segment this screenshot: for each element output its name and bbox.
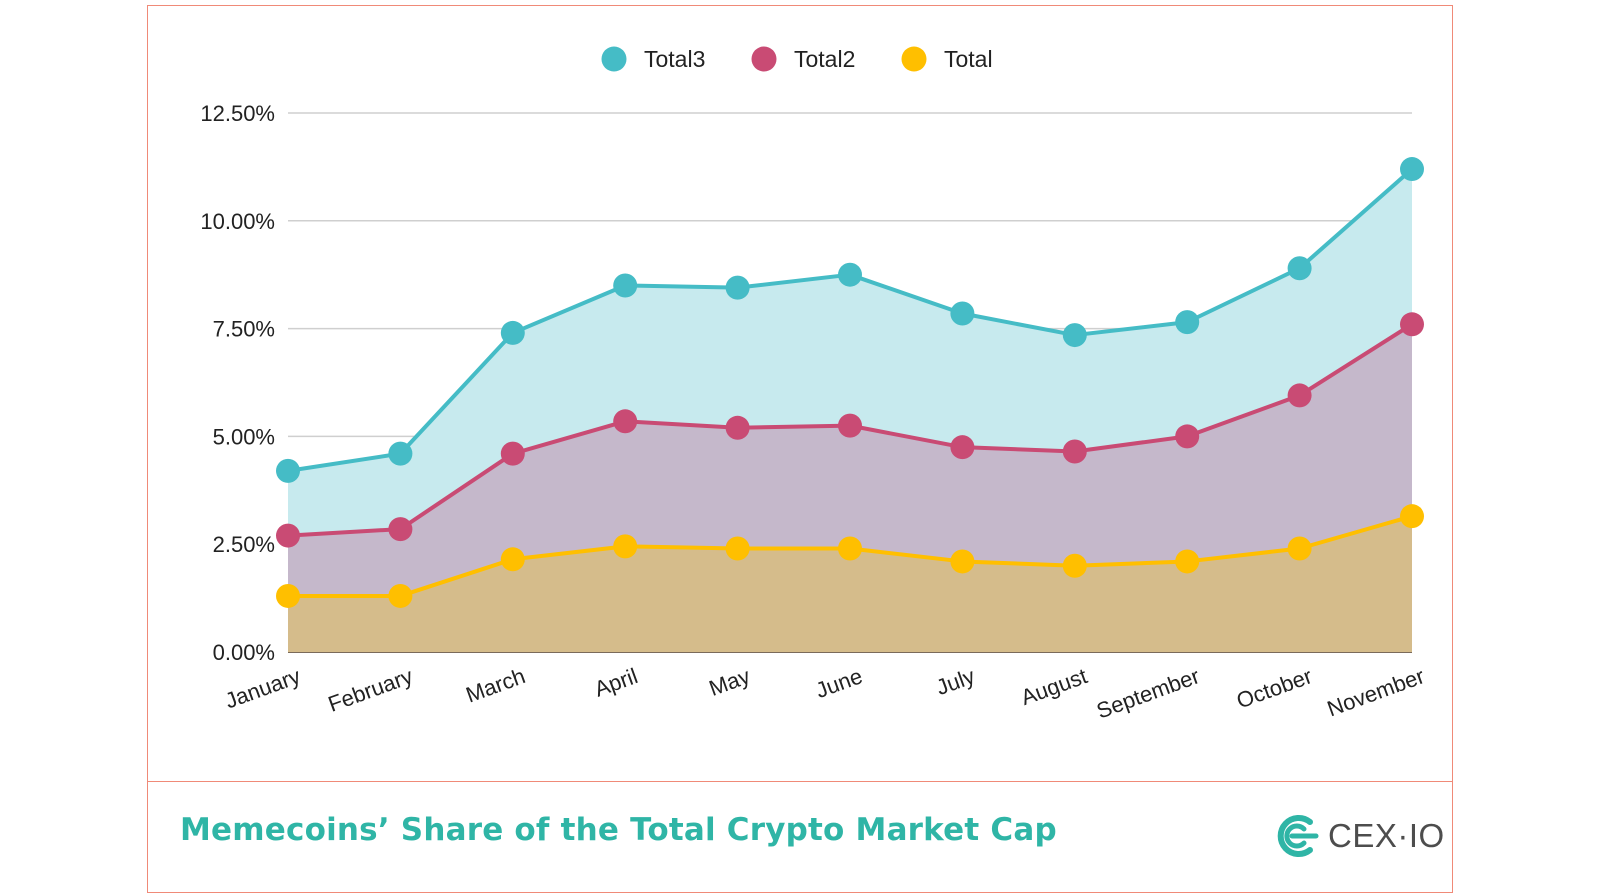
point-total3 [725, 275, 750, 300]
point-total [500, 547, 525, 572]
x-axis-ticks: January February March April May June July Augu… [222, 663, 1428, 723]
point-total2 [500, 441, 525, 466]
point-total2 [388, 517, 413, 542]
point-total2 [276, 523, 300, 548]
point-total2 [613, 409, 638, 434]
point-total3 [838, 262, 862, 287]
x-tick-label: October [1233, 663, 1315, 713]
point-total [1400, 504, 1424, 529]
y-tick-label: 5.00% [213, 424, 275, 449]
x-tick-label: September [1093, 663, 1203, 723]
point-total3 [276, 458, 300, 483]
legend-marker-total3 [601, 46, 627, 72]
area-total [288, 516, 1412, 652]
chart-caption: Memecoins’ Share of the Total Crypto Mar… [180, 812, 1057, 848]
cex-io-logo-icon [1277, 815, 1319, 857]
point-total3 [388, 441, 413, 466]
cex-io-logo-text: CEX·IO [1328, 817, 1445, 854]
chart-frame [147, 5, 1453, 893]
point-total3 [1175, 310, 1200, 335]
y-tick-label: 0.00% [213, 640, 275, 665]
point-total2 [725, 415, 750, 440]
point-total [388, 583, 413, 608]
y-tick-label: 7.50% [213, 317, 275, 342]
x-tick-label: June [812, 663, 865, 703]
point-total2 [838, 413, 862, 438]
point-total [838, 536, 862, 561]
legend: Total3 Total2 Total [601, 46, 993, 72]
point-total [1175, 549, 1200, 574]
point-total3 [500, 320, 525, 345]
legend-marker-total2 [751, 46, 777, 72]
point-total [613, 534, 638, 559]
cex-io-logo: CEX·IO [1270, 810, 1445, 862]
x-tick-label: July [933, 663, 978, 700]
x-tick-label: November [1324, 663, 1428, 721]
legend-marker-total [901, 46, 927, 72]
point-total2 [1062, 439, 1087, 464]
legend-label-total2: Total2 [794, 46, 855, 72]
y-tick-label: 12.50% [200, 101, 275, 126]
y-axis-ticks: 0.00% 2.50% 5.00% 7.50% 10.00% 12.50% [200, 101, 275, 665]
y-tick-label: 10.00% [200, 209, 275, 234]
y-tick-label: 2.50% [213, 532, 275, 557]
point-total [725, 536, 750, 561]
x-tick-label: March [463, 663, 529, 707]
series-points [276, 157, 1424, 608]
legend-label-total: Total [944, 46, 993, 72]
x-tick-label: August [1018, 663, 1091, 710]
point-total2 [1175, 424, 1200, 449]
point-total3 [613, 273, 638, 298]
point-total2 [1287, 383, 1312, 408]
caption-divider [147, 781, 1453, 782]
point-total3 [1400, 157, 1424, 182]
series-areas [288, 169, 1412, 652]
point-total [950, 549, 975, 574]
x-tick-label: February [325, 663, 416, 717]
point-total2 [950, 435, 975, 460]
point-total2 [1400, 312, 1424, 337]
point-total [1062, 553, 1087, 578]
x-tick-label: April [591, 663, 641, 702]
point-total3 [1287, 256, 1312, 281]
point-total [1287, 536, 1312, 561]
point-total3 [1062, 323, 1087, 348]
point-total [276, 583, 300, 608]
x-tick-label: January [222, 663, 304, 713]
legend-label-total3: Total3 [644, 46, 705, 72]
point-total3 [950, 301, 975, 326]
x-tick-label: May [706, 663, 754, 701]
